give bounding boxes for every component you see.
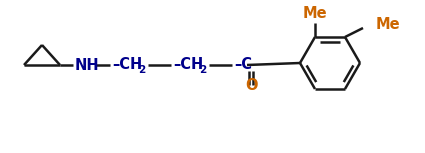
Text: Me: Me: [376, 17, 401, 32]
Text: –C: –C: [234, 56, 252, 71]
Text: –CH: –CH: [173, 56, 203, 71]
Text: O: O: [245, 78, 257, 93]
Text: NH: NH: [75, 58, 99, 73]
Text: 2: 2: [199, 65, 206, 75]
Text: –CH: –CH: [112, 56, 142, 71]
Text: 2: 2: [138, 65, 145, 75]
Text: Me: Me: [303, 6, 327, 21]
